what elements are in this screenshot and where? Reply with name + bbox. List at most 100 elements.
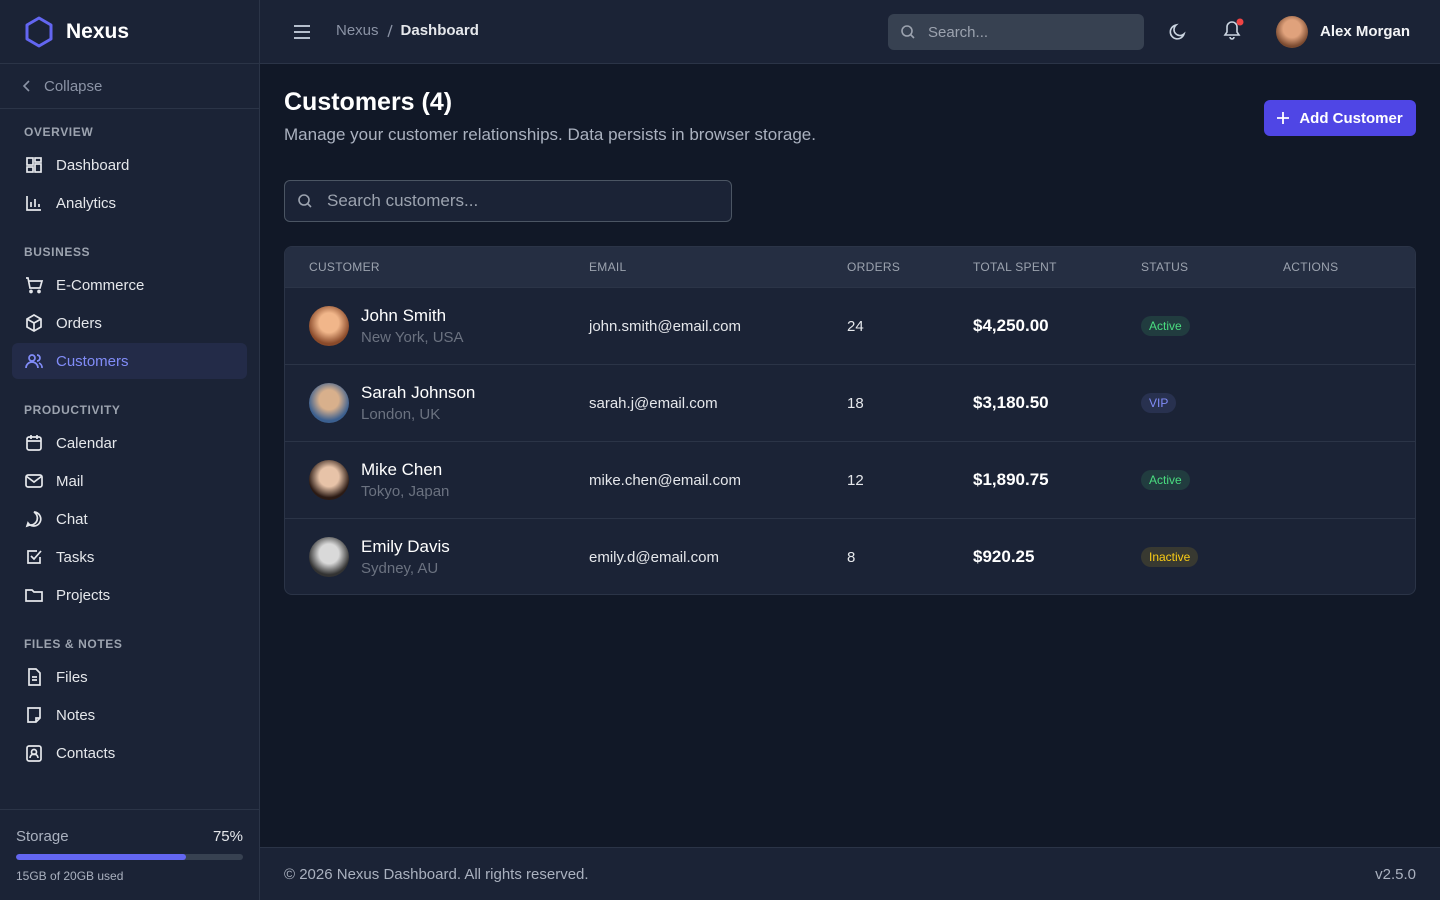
nav-icon — [26, 435, 42, 451]
column-header: EMAIL — [589, 260, 627, 274]
topbar: Nexus Dashboard Search... Alex Morgan — [260, 0, 1440, 64]
customer-location: Sydney, AU — [361, 560, 439, 577]
breadcrumb-item[interactable]: Nexus — [336, 22, 379, 39]
nav-icon — [25, 589, 43, 602]
customer-cell: Emily Davis Sydney, AU — [309, 519, 450, 594]
nav-icon — [27, 550, 42, 564]
table-row[interactable]: Mike Chen Tokyo, Japan mike.chen@email.com… — [285, 441, 1415, 518]
nav-icon — [25, 354, 43, 369]
nav-section: OVERVIEW Dashboard Analytics — [0, 109, 259, 221]
version: v2.5.0 — [1375, 866, 1416, 883]
nav-item[interactable]: Notes — [12, 697, 247, 733]
column-header: CUSTOMER — [309, 260, 380, 274]
status-cell: VIP — [1141, 365, 1177, 441]
column-header: ORDERS — [847, 260, 901, 274]
page-subtitle: Manage your customer relationships. Data… — [284, 125, 816, 144]
user-name[interactable]: Alex Morgan — [1320, 23, 1411, 40]
nav-item[interactable]: Tasks — [12, 539, 247, 575]
nav-label: E-Commerce — [56, 276, 145, 294]
customer-avatar — [309, 460, 349, 500]
nav-item[interactable]: Files — [12, 659, 247, 695]
nav-item[interactable]: Mail — [12, 463, 247, 499]
status-badge: VIP — [1141, 393, 1177, 413]
customer-avatar — [309, 537, 349, 577]
nav-icon — [28, 668, 41, 686]
customer-orders: 12 — [847, 471, 864, 489]
nav-section-title: OVERVIEW — [24, 125, 94, 139]
collapse-button[interactable]: Collapse — [0, 64, 259, 109]
customer-info: Sarah Johnson London, UK — [361, 383, 475, 423]
nav-label: Analytics — [56, 194, 117, 212]
customer-location: New York, USA — [361, 329, 464, 346]
page-title: Customers (4) — [284, 88, 453, 116]
nav-icon — [25, 511, 42, 528]
customer-avatar — [309, 306, 349, 346]
customer-total: $920.25 — [973, 547, 1035, 566]
search-placeholder: Search... — [928, 23, 989, 41]
customer-email: sarah.j@email.com — [589, 394, 718, 412]
customer-name: John Smith — [361, 306, 447, 325]
table-row[interactable]: Emily Davis Sydney, AU emily.d@email.com 8 $… — [285, 518, 1415, 594]
search-icon — [298, 194, 312, 208]
nav-label: Orders — [56, 314, 102, 332]
table-header: CUSTOMER EMAIL ORDERS TOTAL SPENT STATUS ACTI… — [285, 247, 1415, 287]
customer-orders: 24 — [847, 317, 864, 335]
status-cell: Active — [1141, 442, 1190, 518]
theme-toggle[interactable] — [1168, 22, 1188, 42]
nav-item[interactable]: Chat — [12, 501, 247, 537]
nav-section-title: PRODUCTIVITY — [24, 403, 121, 417]
table-row[interactable]: Sarah Johnson London, UK sarah.j@email.com… — [285, 364, 1415, 441]
notifications[interactable] — [1220, 16, 1246, 42]
nav-section-title: FILES & NOTES — [24, 637, 123, 651]
nav-item[interactable]: Projects — [12, 577, 247, 613]
nav-item[interactable]: Analytics — [12, 185, 247, 221]
search-placeholder: Search customers... — [327, 191, 479, 210]
nav-label: Customers — [56, 352, 129, 370]
sidebar: Nexus Collapse OVERVIEW Dashboard Analytic… — [0, 0, 260, 900]
collapse-label: Collapse — [44, 77, 103, 95]
breadcrumb: Nexus Dashboard — [336, 22, 479, 39]
nav-section: BUSINESS E-Commerce Orders Customers — [0, 229, 259, 379]
customer-total: $1,890.75 — [973, 470, 1049, 489]
nav-item[interactable]: Dashboard — [12, 147, 247, 183]
nav-icon — [25, 474, 43, 488]
nav-item[interactable]: Customers — [12, 343, 247, 379]
status-badge: Active — [1141, 470, 1190, 490]
add-customer-button[interactable]: Add Customer — [1264, 100, 1416, 136]
customer-cell: Sarah Johnson London, UK — [309, 365, 475, 441]
logo — [25, 16, 53, 47]
table-row[interactable]: John Smith New York, USA john.smith@email.… — [285, 287, 1415, 364]
nav-item[interactable]: E-Commerce — [12, 267, 247, 303]
nav-icon — [27, 707, 41, 723]
customer-name: Emily Davis — [361, 537, 450, 556]
nav-label: Dashboard — [56, 156, 130, 174]
nav-item[interactable]: Calendar — [12, 425, 247, 461]
brand[interactable]: Nexus — [0, 0, 259, 64]
customer-avatar — [309, 383, 349, 423]
customer-info: Emily Davis Sydney, AU — [361, 537, 450, 577]
customer-total: $3,180.50 — [973, 393, 1049, 412]
customer-orders: 8 — [847, 548, 856, 566]
page-header: Customers (4) Manage your customer relat… — [284, 88, 816, 145]
user-avatar[interactable] — [1276, 16, 1308, 48]
customer-orders: 18 — [847, 394, 864, 412]
status-cell: Active — [1141, 288, 1190, 364]
nav-label: Tasks — [56, 548, 95, 566]
customer-table: CUSTOMER EMAIL ORDERS TOTAL SPENT STATUS ACTI… — [284, 246, 1416, 595]
nav-label: Notes — [56, 706, 96, 724]
global-search[interactable]: Search... — [888, 14, 1144, 50]
nav-item[interactable]: Orders — [12, 305, 247, 341]
nav-item[interactable]: Contacts — [12, 735, 247, 771]
customer-search[interactable]: Search customers... — [284, 180, 732, 222]
nav-icon — [26, 314, 42, 332]
status-cell: Inactive — [1141, 519, 1199, 594]
storage-percent: 75% — [212, 828, 243, 845]
storage-label: Storage — [16, 828, 69, 845]
copyright: © 2026 Nexus Dashboard. All rights reser… — [284, 866, 589, 883]
customer-cell: Mike Chen Tokyo, Japan — [309, 442, 449, 518]
menu-button[interactable] — [293, 24, 311, 40]
storage-head: Storage 75% — [16, 828, 243, 845]
nav-icon — [26, 157, 42, 173]
